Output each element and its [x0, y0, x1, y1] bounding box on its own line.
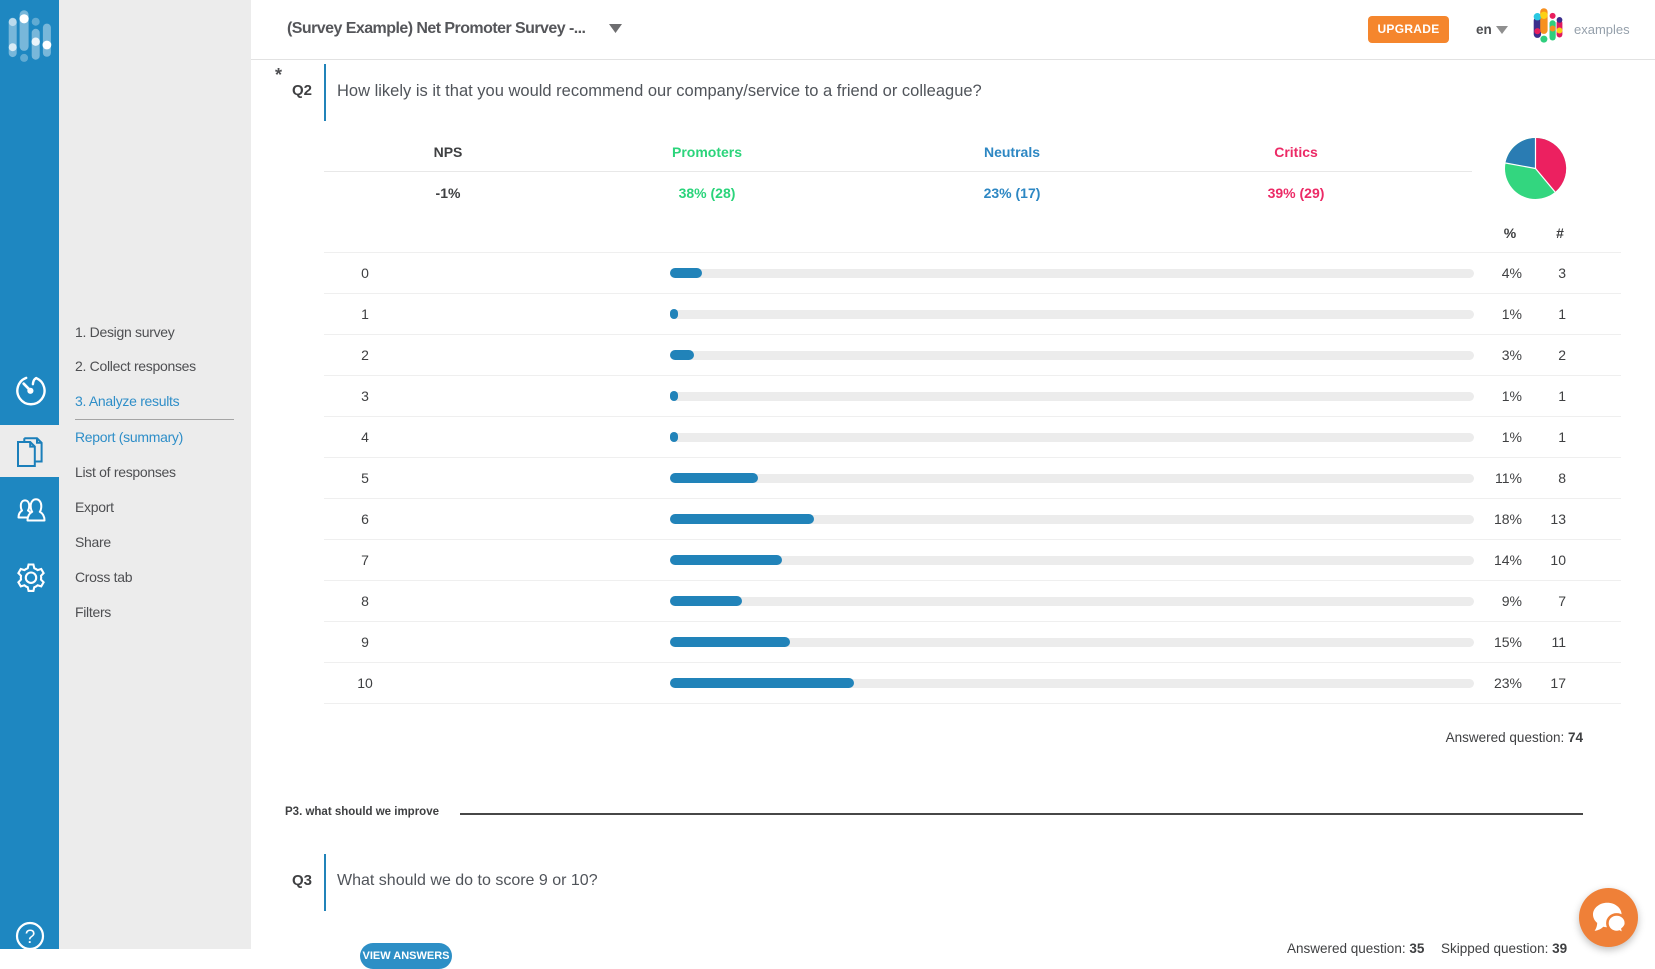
- svg-text:?: ?: [25, 927, 36, 948]
